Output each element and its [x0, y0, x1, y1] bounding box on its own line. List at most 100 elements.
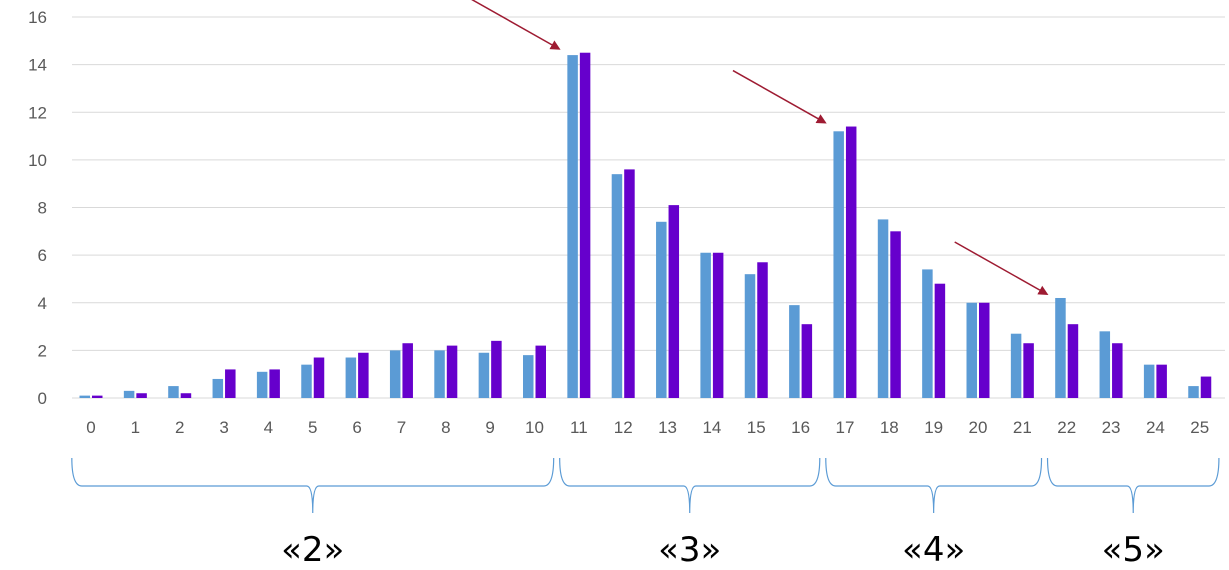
y-tick-label: 14 [28, 56, 47, 75]
bar-series-1 [212, 378, 224, 398]
x-tick-label: 7 [397, 418, 406, 437]
x-tick-label: 4 [264, 418, 273, 437]
x-tick-label: 18 [880, 418, 899, 437]
x-tick-label: 3 [219, 418, 228, 437]
bar-series-1 [611, 174, 623, 398]
bars [79, 52, 1212, 399]
bar-series-2 [446, 345, 458, 398]
group-label: «2» [281, 530, 344, 570]
bar-series-2 [1200, 376, 1212, 398]
bar-series-2 [180, 393, 192, 398]
bar-series-1 [123, 390, 135, 398]
x-tick-label: 15 [747, 418, 766, 437]
bar-series-2 [712, 252, 724, 398]
x-tick-label: 10 [525, 418, 544, 437]
x-tick-label: 8 [441, 418, 450, 437]
bar-series-1 [656, 221, 667, 398]
bar-series-1 [567, 55, 578, 398]
bar-series-1 [877, 219, 889, 398]
x-tick-label: 25 [1190, 418, 1209, 437]
bar-series-2 [491, 340, 502, 398]
x-axis-ticks: 0 1 2 3 4 5 6 7 8 9 10 11 12 13 14 15 16 17 18 19 20 21 22 23 24… [86, 418, 1209, 437]
x-tick-label: 1 [131, 418, 140, 437]
bar-series-2 [313, 357, 325, 398]
bar-series-2 [1067, 324, 1079, 398]
bar-series-1 [744, 274, 756, 398]
group-label: «5» [1102, 530, 1165, 570]
y-tick-label: 16 [28, 8, 47, 27]
bar-series-2 [1112, 343, 1123, 398]
y-tick-label: 8 [38, 199, 47, 218]
bar-series-2 [890, 231, 901, 398]
group-brace [71, 457, 555, 514]
bar-series-1 [523, 355, 534, 398]
y-tick-label: 0 [38, 389, 47, 408]
bar-series-1 [345, 357, 357, 398]
x-tick-label: 5 [308, 418, 317, 437]
x-tick-label: 16 [791, 418, 810, 437]
bar-series-2 [1156, 364, 1167, 398]
bar-series-1 [389, 350, 401, 398]
bar-series-1 [79, 395, 90, 398]
group-label: «3» [658, 530, 721, 570]
bar-series-2 [668, 205, 680, 398]
bar-series-1 [1099, 331, 1111, 398]
bar-series-2 [269, 369, 280, 398]
x-tick-label: 13 [658, 418, 677, 437]
gridlines [72, 16, 1225, 399]
x-tick-label: 22 [1057, 418, 1076, 437]
x-tick-label: 24 [1146, 418, 1165, 437]
x-tick-label: 9 [485, 418, 494, 437]
bar-series-2 [801, 324, 813, 398]
annotation-arrows [471, 0, 1049, 295]
x-tick-label: 0 [86, 418, 95, 437]
y-tick-label: 12 [28, 103, 47, 122]
x-tick-label: 11 [570, 418, 588, 437]
y-tick-label: 2 [38, 341, 47, 360]
x-tick-label: 12 [614, 418, 633, 437]
bar-series-1 [301, 364, 312, 398]
x-tick-label: 6 [352, 418, 361, 437]
bar-series-2 [136, 393, 147, 398]
annotation-arrow [732, 69, 827, 124]
x-tick-label: 14 [702, 418, 721, 437]
y-tick-label: 10 [28, 151, 47, 170]
x-tick-label: 17 [835, 418, 854, 437]
bar-series-1 [922, 269, 933, 398]
y-tick-label: 6 [38, 246, 47, 265]
bar-series-1 [478, 352, 490, 398]
bar-series-1 [1010, 333, 1022, 398]
group-brace [559, 457, 821, 514]
bar-series-2 [92, 395, 103, 398]
x-tick-label: 20 [969, 418, 988, 437]
bar-series-2 [402, 343, 413, 398]
bar-series-2 [535, 345, 546, 398]
bar-series-1 [833, 131, 844, 399]
bar-series-1 [789, 305, 800, 398]
bar-series-1 [1055, 297, 1066, 398]
bar-series-2 [845, 126, 857, 398]
y-axis-ticks: 0 2 4 6 8 10 12 14 16 [28, 8, 47, 408]
bar-series-2 [757, 262, 768, 398]
bar-series-2 [934, 283, 946, 398]
group-label: «4» [902, 530, 965, 570]
bar-series-2 [624, 169, 635, 398]
bar-series-2 [579, 52, 591, 398]
bar-series-2 [358, 352, 369, 398]
x-tick-label: 23 [1102, 418, 1121, 437]
group-brace [825, 457, 1043, 514]
annotation-arrow [471, 0, 561, 50]
bar-series-1 [434, 350, 445, 398]
y-tick-label: 4 [38, 294, 47, 313]
bar-series-2 [979, 302, 990, 398]
x-tick-label: 19 [924, 418, 943, 437]
x-tick-label: 21 [1013, 418, 1032, 437]
bar-series-1 [256, 371, 268, 398]
bar-series-1 [168, 386, 179, 398]
bar-series-1 [966, 302, 977, 398]
bar-series-1 [1143, 364, 1155, 398]
bar-series-2 [1023, 343, 1034, 398]
annotation-arrow [954, 241, 1049, 295]
group-brace [1046, 457, 1220, 514]
